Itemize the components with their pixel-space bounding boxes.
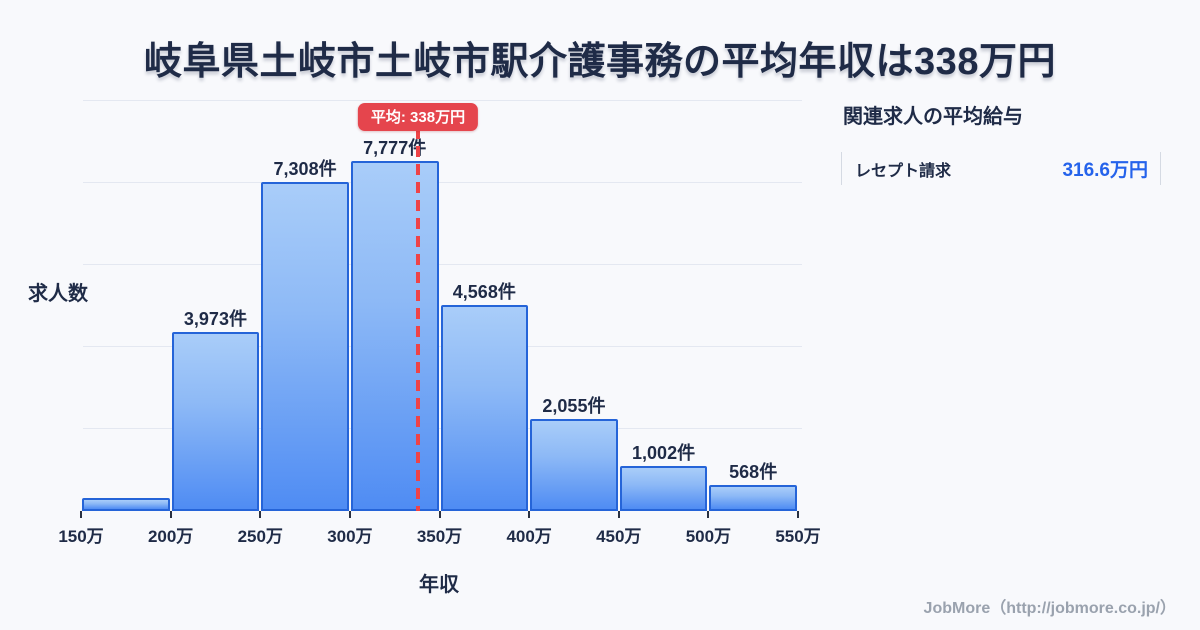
- x-axis-label: 年収: [419, 574, 459, 596]
- histogram-bar: [350, 161, 439, 511]
- bar-value-label: 568件: [729, 462, 778, 482]
- bar-value-label: 7,777件: [363, 138, 427, 158]
- related-job-row: レセプト請求 316.6万円: [841, 152, 1161, 185]
- x-axis-tick: [617, 511, 620, 518]
- bar-value-label: 3,973件: [183, 309, 247, 329]
- x-tick-label: 350万: [416, 527, 463, 546]
- x-axis-tick: [259, 511, 262, 518]
- x-tick-label: 250万: [237, 527, 283, 546]
- x-axis-tick: [438, 511, 441, 518]
- bar-value-label: 7,308件: [273, 159, 337, 179]
- histogram-bar: [440, 305, 529, 511]
- x-tick-label: 150万: [58, 527, 104, 546]
- histogram-bar: [619, 466, 708, 511]
- x-axis-tick: [169, 511, 172, 518]
- x-tick-label: 550万: [775, 527, 821, 546]
- related-job-value: 316.6万円: [1062, 160, 1148, 181]
- x-axis-tick: [80, 511, 82, 518]
- x-axis-tick: [528, 511, 531, 518]
- related-job-label: レセプト請求: [855, 162, 952, 180]
- x-tick-label: 200万: [147, 527, 194, 546]
- x-tick-label: 450万: [596, 527, 642, 546]
- bar-value-label: 2,055件: [542, 396, 606, 416]
- x-axis-tick: [348, 511, 351, 518]
- histogram-bar: [530, 419, 618, 511]
- x-axis-tick: [707, 511, 710, 518]
- footer-credit: JobMore（http://jobmore.co.jp/）: [923, 600, 1176, 617]
- x-tick-label: 300万: [327, 527, 373, 546]
- bar-value-label: 1,002件: [632, 443, 696, 463]
- gridline: [83, 264, 802, 265]
- x-tick-label: 500万: [685, 527, 732, 546]
- histogram-bar: [171, 332, 260, 511]
- average-badge: 平均: 338万円: [357, 103, 479, 131]
- histogram-bar: [261, 182, 349, 511]
- x-axis-tick: [797, 511, 799, 518]
- related-jobs-header: 関連求人の平均給与: [843, 106, 1023, 128]
- histogram-bar: [709, 485, 797, 511]
- related-jobs-panel: 関連求人の平均給与 レセプト請求 316.6万円: [841, 100, 1161, 185]
- y-axis-label: 求人数: [28, 283, 88, 305]
- gridline: [83, 100, 802, 101]
- average-line: [415, 128, 420, 511]
- page-title: 岐阜県土岐市土岐市駅介護事務の平均年収は338万円: [144, 41, 1056, 83]
- histogram-bar: [82, 498, 170, 511]
- bar-value-label: 4,568件: [452, 282, 516, 302]
- salary-histogram: 平均: 338万円 3,973件 7,308件 7,777件 4,568件 2,055件…: [58, 90, 821, 546]
- x-tick-label: 400万: [506, 527, 552, 546]
- gridline: [83, 182, 802, 183]
